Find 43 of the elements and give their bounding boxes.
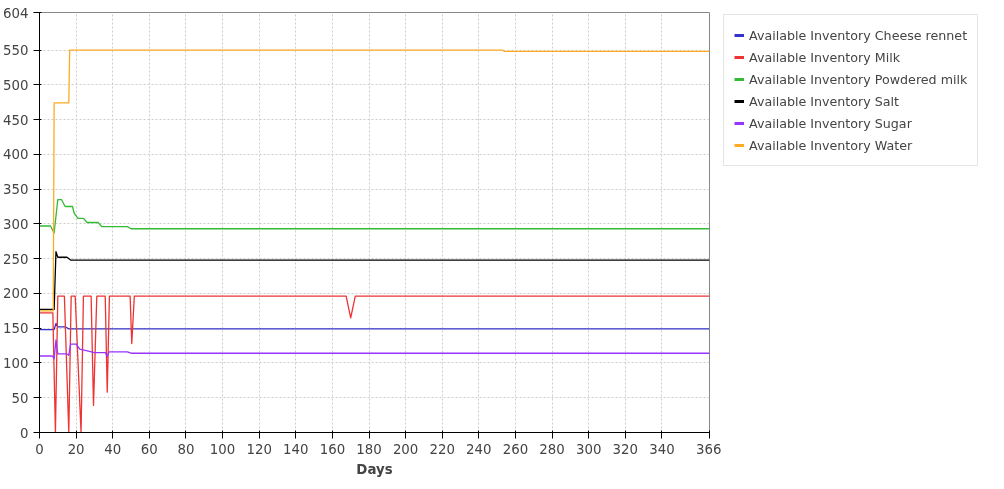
x-tick-label: 260	[502, 441, 529, 457]
y-tick-label: 200	[3, 286, 29, 302]
line-series	[39, 198, 710, 234]
line-series	[39, 322, 710, 331]
x-tick-label: 300	[575, 441, 602, 457]
x-tick-label: 60	[140, 441, 158, 457]
x-tick-label: 220	[429, 441, 455, 457]
y-tick-label: 450	[3, 112, 29, 128]
x-tick-label: 340	[649, 441, 675, 457]
x-tick-label: 0	[35, 441, 44, 457]
x-tick-label: 100	[209, 441, 236, 457]
x-tick-label: 80	[177, 441, 195, 457]
x-tick-label: 366	[696, 441, 722, 457]
y-tick-label: 50	[11, 390, 29, 406]
legend-label: Available Inventory Milk	[749, 49, 901, 65]
line-series	[39, 339, 710, 360]
x-tick-label: 280	[539, 441, 565, 457]
legend-label: Available Inventory Sugar	[749, 115, 912, 131]
y-tick-label: 604	[3, 5, 29, 21]
x-tick-label: 180	[356, 441, 382, 457]
y-tick-label: 0	[20, 425, 29, 441]
x-tick-label: 120	[246, 441, 272, 457]
line-series	[39, 49, 710, 312]
y-tick-label: 500	[3, 77, 29, 93]
y-tick-label: 550	[3, 43, 29, 59]
y-tick-label: 350	[3, 182, 29, 198]
x-tick-label: 140	[283, 441, 309, 457]
y-tick-label: 400	[3, 147, 29, 163]
y-tick-label: 150	[3, 321, 29, 337]
x-tick-label: 320	[612, 441, 639, 457]
legend-label: Available Inventory Water	[749, 137, 913, 153]
legend-label: Available Inventory Cheese rennet	[749, 27, 968, 43]
x-tick-label: 40	[104, 441, 122, 457]
y-tick-label: 300	[3, 216, 29, 232]
legend-label: Available Inventory Salt	[749, 93, 900, 109]
x-tick-label: 20	[67, 441, 85, 457]
y-tick-label: 250	[3, 251, 29, 267]
x-tick-label: 160	[319, 441, 346, 457]
x-axis-title: Days	[356, 461, 393, 477]
x-tick-label: 200	[392, 441, 419, 457]
y-tick-label: 100	[3, 355, 29, 371]
legend-label: Available Inventory Powdered milk	[749, 71, 968, 87]
x-tick-label: 240	[466, 441, 492, 457]
